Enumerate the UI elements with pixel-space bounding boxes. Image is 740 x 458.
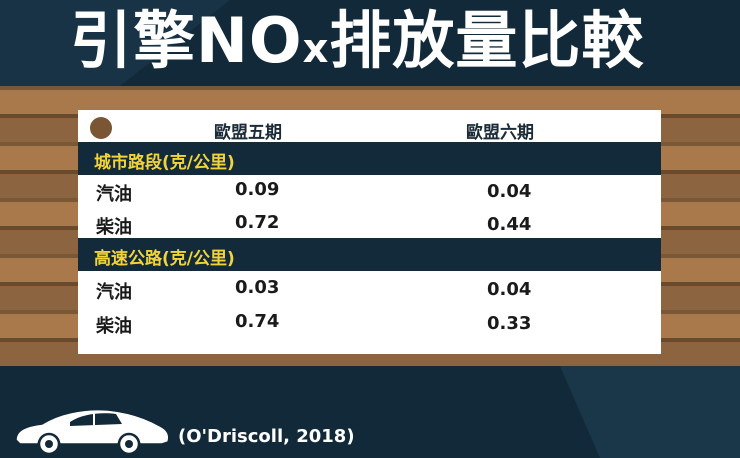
value-diesel-highway-euro5: 0.74: [235, 311, 280, 332]
sports-car-icon: [15, 408, 170, 456]
citation: (O'Driscoll, 2018): [178, 426, 355, 447]
value-diesel-highway-euro6: 0.33: [487, 313, 532, 334]
value-diesel-city-euro6: 0.44: [487, 214, 532, 235]
row-label-petrol-highway: 汽油: [96, 282, 132, 303]
row-label-diesel-city: 柴油: [96, 217, 132, 238]
section-bar-highway: 高速公路(克/公里): [78, 238, 661, 271]
value-petrol-city-euro6: 0.04: [487, 181, 532, 202]
value-petrol-highway-euro5: 0.03: [235, 277, 280, 298]
column-header-euro5: 歐盟五期: [214, 123, 282, 143]
section-label-city: 城市路段(克/公里): [94, 153, 235, 173]
column-header-euro6: 歐盟六期: [466, 123, 534, 143]
row-label-diesel-highway: 柴油: [96, 316, 132, 337]
value-diesel-city-euro5: 0.72: [235, 212, 280, 233]
disc-icon: [90, 117, 112, 139]
page-title: 引擎NOx排放量比較: [70, 4, 645, 77]
value-petrol-city-euro5: 0.09: [235, 179, 280, 200]
section-bar-city: 城市路段(克/公里): [78, 142, 661, 175]
row-label-petrol-city: 汽油: [96, 184, 132, 205]
section-label-highway: 高速公路(克/公里): [94, 249, 235, 269]
value-petrol-highway-euro6: 0.04: [487, 279, 532, 300]
